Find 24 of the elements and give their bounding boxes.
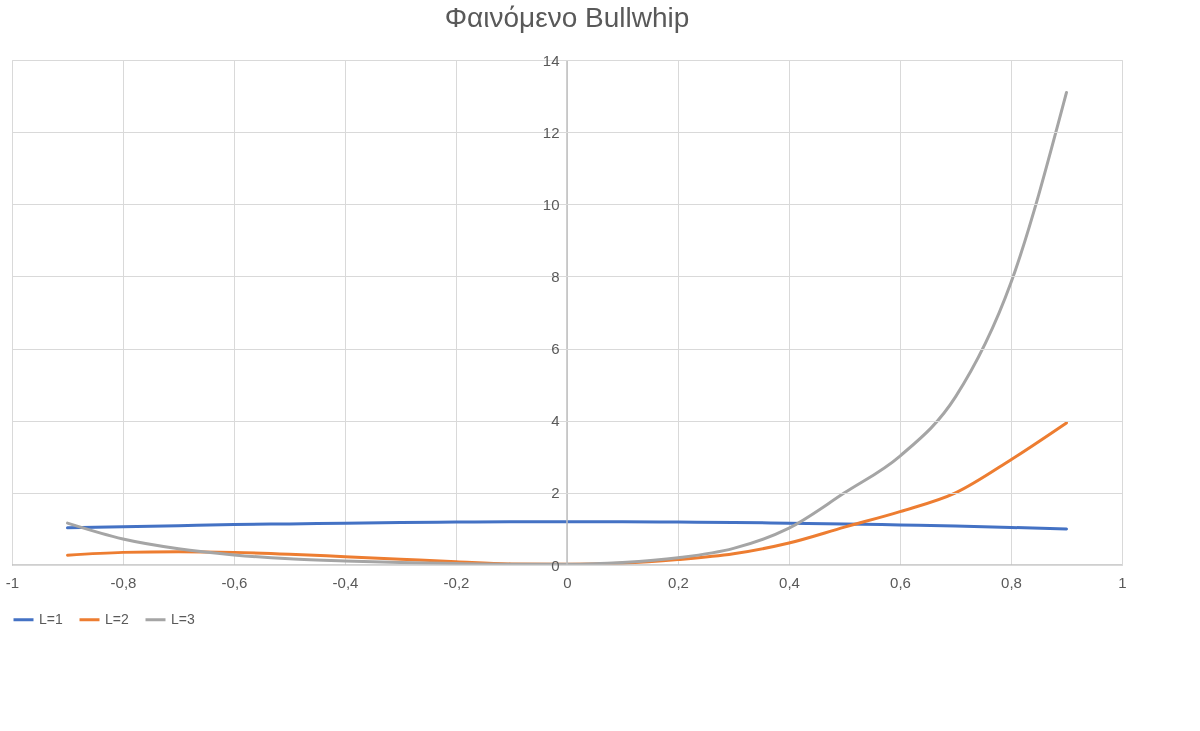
x-tick-label: 1: [1118, 573, 1127, 591]
y-tick-label: 4: [551, 412, 560, 430]
y-tick-label: 2: [551, 484, 560, 502]
legend-label: L=3: [171, 610, 195, 627]
x-tick-label: 0,6: [890, 573, 911, 591]
y-tick-label: 10: [542, 195, 560, 213]
x-tick-label: 0,2: [668, 573, 689, 591]
x-tick-label: -0,8: [110, 573, 137, 591]
y-tick-label: 8: [551, 267, 560, 285]
y-tick-label: 0: [551, 556, 560, 574]
y-tick-label: 14: [542, 51, 560, 69]
x-tick-label: 0: [563, 573, 572, 591]
y-tick-label: 6: [551, 340, 560, 358]
y-tick-label: 12: [542, 123, 560, 141]
x-tick-label: 0,8: [1001, 573, 1022, 591]
x-tick-label: 0,4: [779, 573, 800, 591]
line-series: [66, 520, 1068, 531]
x-tick-label: -0,4: [332, 573, 359, 591]
legend-label: L=1: [39, 610, 63, 627]
legend-label: L=2: [105, 610, 129, 627]
x-tick-label: -0,2: [443, 573, 470, 591]
x-tick-label: -0,6: [221, 573, 248, 591]
x-tick-label: -1: [5, 573, 20, 591]
chart-title: Φαινόμενο Bullwhip: [444, 2, 690, 33]
